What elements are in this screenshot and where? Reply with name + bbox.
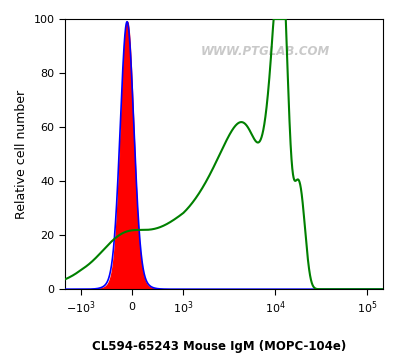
Text: WWW.PTGLAB.COM: WWW.PTGLAB.COM	[201, 45, 330, 58]
Text: CL594-65243 Mouse IgM (MOPC-104e): CL594-65243 Mouse IgM (MOPC-104e)	[92, 340, 346, 353]
Y-axis label: Relative cell number: Relative cell number	[15, 90, 28, 219]
